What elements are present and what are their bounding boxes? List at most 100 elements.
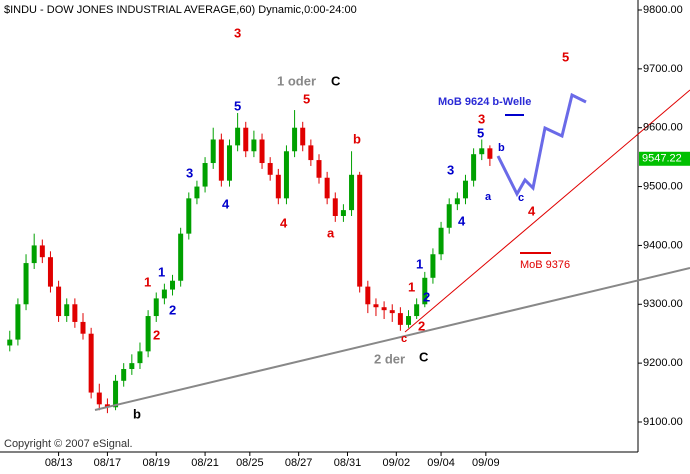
x-tick-label: 08/31 [334,457,362,469]
candle-body [96,392,102,405]
candle-body [235,127,241,146]
x-tick-label: 08/25 [236,457,264,469]
wave-label: 5 [234,98,241,113]
x-tick-label: 08/21 [191,457,219,469]
candle-body [300,127,306,146]
wave-label: b [498,142,505,154]
candle-body [210,139,216,164]
candle-body [153,298,159,317]
candle-body [479,148,485,155]
candle-body [39,245,45,258]
wave-label: c [401,333,407,345]
wave-label: 3 [447,162,454,177]
candle-body [243,127,249,152]
annotations: 1 oder C 3 5 5 3 4 4 b a 1 1 2 2 b 3 5 3… [133,25,570,421]
y-tick-label: 9300.00 [643,298,683,310]
wave-label: 5 [303,91,310,106]
y-tick-label: 9400.00 [643,239,683,251]
candle-body [194,186,200,199]
x-tick-label: 08/17 [94,457,122,469]
wave-label: 1 [158,264,165,279]
candle-body [332,198,338,216]
candle-body [487,148,493,159]
plot-area [7,110,493,414]
wave-label: 5 [562,49,569,64]
wave-label: a [327,225,335,240]
candle-body [316,160,322,178]
candle-body [454,198,460,205]
candle-body [7,339,13,346]
candle-body [406,316,412,325]
candle-body [161,289,167,299]
wave-label: C [419,349,429,364]
wave-label: 2 der [374,351,405,366]
wave-label: 3 [234,25,241,40]
candle-body [121,369,127,381]
candle-body [137,351,143,364]
last-price-box [639,151,690,166]
y-tick-label: 9800.00 [643,4,683,16]
wave-label: b [353,131,361,146]
candle-body [113,380,119,408]
candle-body [104,404,110,408]
candle-body [31,245,37,264]
candle-body [283,151,289,199]
copyright: Copyright © 2007 eSignal. [4,438,133,450]
wave-label: 3 [186,165,193,180]
candle-body [251,139,257,152]
wave-label: 4 [280,215,288,230]
candle-body [259,139,265,164]
wave-trendline [404,89,690,333]
wave-label: 1 oder [277,73,316,88]
wave-label: a [485,191,492,203]
x-tick-label: 09/02 [383,457,411,469]
candle-body [170,280,176,290]
wave-label: 4 [458,213,466,228]
support-trendline [94,267,690,411]
candle-body [471,154,477,181]
wave-label: C [331,73,341,88]
chart-title: $INDU - DOW JONES INDUSTRIAL AVERAGE,60)… [4,4,357,16]
wave-label: c [518,192,524,204]
wave-label: 2 [418,318,425,333]
candle-body [47,257,53,287]
y-tick-label: 9100.00 [643,416,683,428]
candle-body [292,127,298,152]
wave-label: 5 [477,125,484,140]
candle-body [23,263,29,305]
candle-body [438,227,444,255]
last-price-label: 9547.22 [642,153,682,165]
candle-body [430,254,436,278]
x-tick-label: 08/27 [285,457,313,469]
candle-body [389,310,395,314]
candle-body [308,145,314,161]
candle-body [218,139,224,181]
wave-label: 2 [169,302,176,317]
wave-label: 1 [408,279,415,294]
wave-label: 3 [478,111,485,126]
candle-body [357,174,363,287]
mob-red-label: MoB 9376 [520,259,570,271]
candle-body [462,180,468,199]
candle-body [64,304,70,317]
mob-blue-label: MoB 9624 b-Welle [438,96,531,108]
projection-path [496,92,587,198]
wave-label: 4 [528,203,536,218]
candle-body [267,163,273,175]
candle-body [202,163,208,187]
wave-label: 2 [423,289,430,304]
candle-body [56,286,62,317]
x-tick-label: 08/13 [45,457,73,469]
candle-body [397,313,403,325]
candle-body [275,174,281,199]
candle-body [340,210,346,216]
candle-body [178,233,184,281]
wave-label: 1 [144,274,151,289]
x-tick-label: 09/04 [427,457,455,469]
candle-body [381,307,387,311]
y-tick-label: 9500.00 [643,180,683,192]
wave-label: b [133,406,141,421]
candle-body [80,321,86,334]
candle-body [72,304,78,322]
